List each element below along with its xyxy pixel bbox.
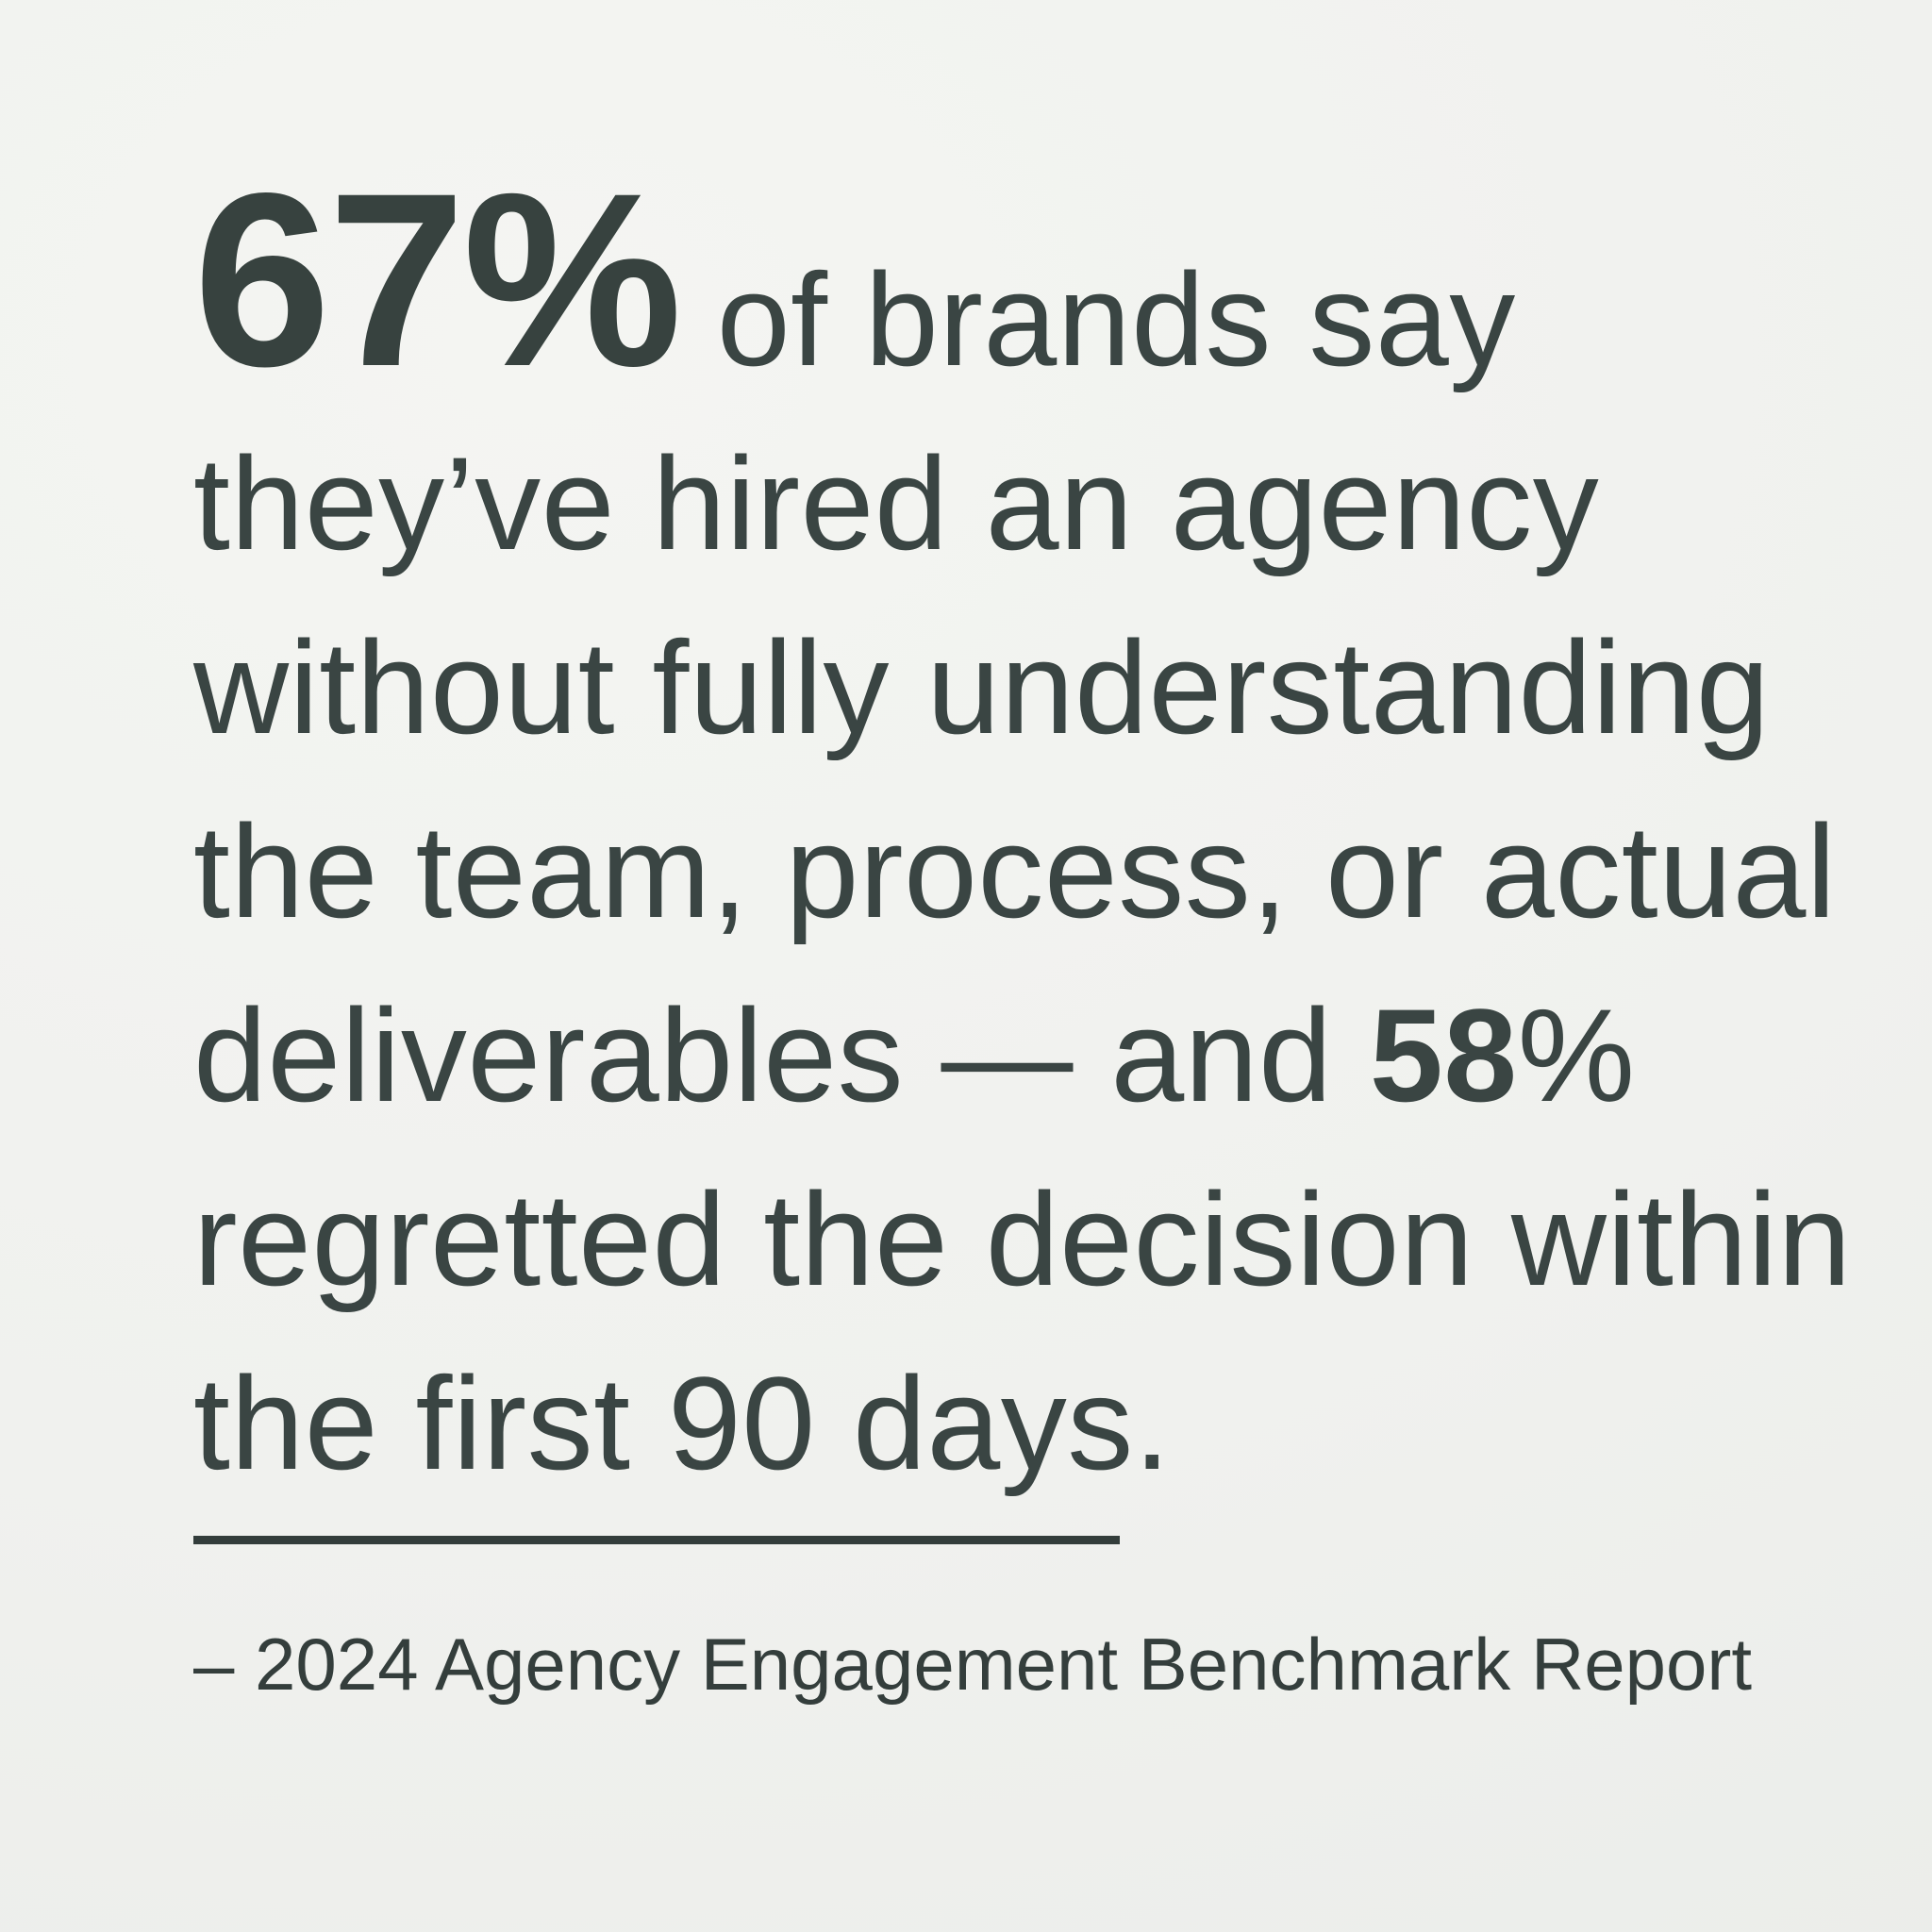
quote-line-6: regretted the decision within: [193, 1165, 1852, 1313]
quote-text-block: 67% of brands say they’ve hired an agenc…: [193, 157, 1852, 1515]
quote-line-3: without fully understanding: [193, 613, 1771, 761]
quote-line-1: 67% of brands say: [193, 157, 1816, 411]
quote-line-2: they’ve hired an agency: [193, 429, 1600, 577]
quote-line-5-text: deliverables — and: [193, 981, 1370, 1129]
quote-line-7: the first 90 days.: [193, 1349, 1172, 1497]
quote-line-5: deliverables — and 58%: [193, 963, 1816, 1147]
divider-line: [193, 1536, 1120, 1544]
quote-line-5-suffix: %: [1517, 981, 1636, 1129]
quote-line-4: the team, process, or actual: [193, 797, 1837, 945]
stat-67-percent: 67%: [193, 142, 682, 418]
attribution-text: – 2024 Agency Engagement Benchmark Repor…: [193, 1623, 1753, 1706]
stat-58: 58: [1369, 981, 1518, 1129]
quote-line-1-text: of brands say: [679, 245, 1516, 393]
